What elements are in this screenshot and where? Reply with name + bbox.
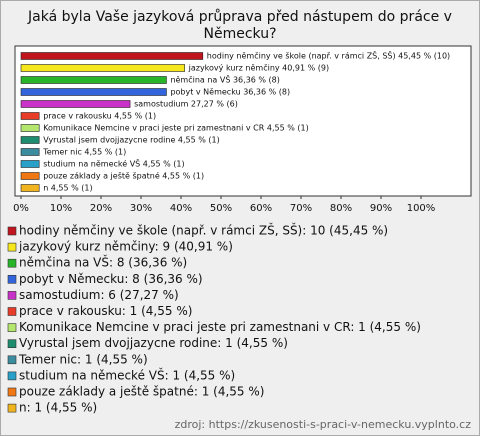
legend-swatch — [7, 355, 17, 365]
x-tick-label: 80% — [330, 203, 352, 214]
legend-label: Temer nic: 1 (4,55 %) — [18, 352, 148, 366]
x-tick-label: 0% — [13, 203, 29, 214]
legend-swatch — [7, 307, 17, 316]
bar — [20, 88, 167, 96]
data-label: Vyrustal jsem dvojjazycne rodine 4,55 % … — [43, 136, 220, 145]
legend-swatch — [7, 274, 17, 284]
bar — [20, 76, 167, 84]
bar — [20, 160, 40, 168]
data-label: prace v rakousku 4,55 % (1) — [43, 112, 156, 121]
legend-swatch — [7, 371, 17, 381]
legend-swatch — [7, 323, 17, 332]
source: zdroj: https://zkusenosti-s-praci-v-neme… — [175, 418, 472, 431]
x-tick-label: 10% — [50, 203, 72, 214]
x-tick-label: 100% — [407, 203, 436, 214]
data-label: n 4,55 % (1) — [43, 184, 92, 193]
x-tick-label: 70% — [290, 203, 312, 214]
legend-label: hodiny němčiny ve škole (např. v rámci Z… — [19, 223, 388, 238]
bar — [20, 184, 40, 192]
data-label: Temer nic 4,55 % (1) — [42, 148, 126, 157]
bar — [20, 172, 40, 180]
legend-label: pobyt v Německu: 8 (36,36 %) — [19, 272, 203, 286]
x-tick-label: 50% — [210, 203, 232, 214]
legend-label: němčina na VŠ: 8 (36,36 %) — [19, 255, 187, 270]
bar — [20, 148, 40, 156]
x-tick-label: 60% — [250, 203, 272, 214]
bar — [20, 52, 204, 60]
bar — [20, 124, 40, 132]
bar — [20, 136, 40, 144]
bar — [20, 112, 40, 120]
legend-label: pouze základy a ještě špatné: 1 (4,55 %) — [19, 385, 264, 399]
data-label: pouze základy a ještě špatné 4,55 % (1) — [43, 171, 204, 181]
data-label: Komunikace Nemcine v praci jeste pri zam… — [43, 124, 309, 133]
legend-label: studium na německé VŠ: 1 (4,55 %) — [19, 367, 235, 382]
legend-swatch — [7, 242, 17, 252]
legend-swatch — [7, 339, 17, 349]
legend-label: jazykový kurz němčiny: 9 (40,91 %) — [18, 240, 233, 254]
x-tick-label: 20% — [90, 203, 112, 214]
legend-label: n: 1 (4,55 %) — [19, 401, 97, 415]
legend-label: Komunikace Nemcine v praci jeste pri zam… — [19, 320, 421, 334]
data-label: pobyt v Německu 36,36 % (8) — [170, 88, 290, 97]
data-label: němčina na VŠ 36,36 % (8) — [170, 74, 279, 85]
data-label: jazykový kurz němčiny 40,91 % (9) — [188, 63, 329, 73]
x-tick-label: 30% — [130, 203, 152, 214]
x-tick-label: 40% — [170, 203, 192, 214]
x-tick-label: 90% — [370, 203, 392, 214]
legend-swatch — [7, 403, 17, 413]
legend-swatch — [7, 291, 17, 300]
legend-swatch — [7, 258, 17, 268]
data-label: studium na německé VŠ 4,55 % (1) — [43, 158, 184, 169]
legend-label: Vyrustal jsem dvojjazycne rodine: 1 (4,5… — [19, 336, 288, 350]
bar — [20, 64, 185, 72]
legend-swatch — [7, 387, 17, 397]
chart-title: Jaká byla Vaše jazyková průprava před ná… — [28, 9, 452, 42]
legend-label: samostudium: 6 (27,27 %) — [19, 288, 179, 302]
legend-label: prace v rakousku: 1 (4,55 %) — [19, 304, 192, 318]
bar — [20, 100, 131, 108]
legend-swatch — [7, 226, 17, 236]
data-label: hodiny němčiny ve škole (např. v rámci Z… — [207, 50, 450, 61]
data-label: samostudium 27,27 % (6) — [134, 100, 238, 109]
